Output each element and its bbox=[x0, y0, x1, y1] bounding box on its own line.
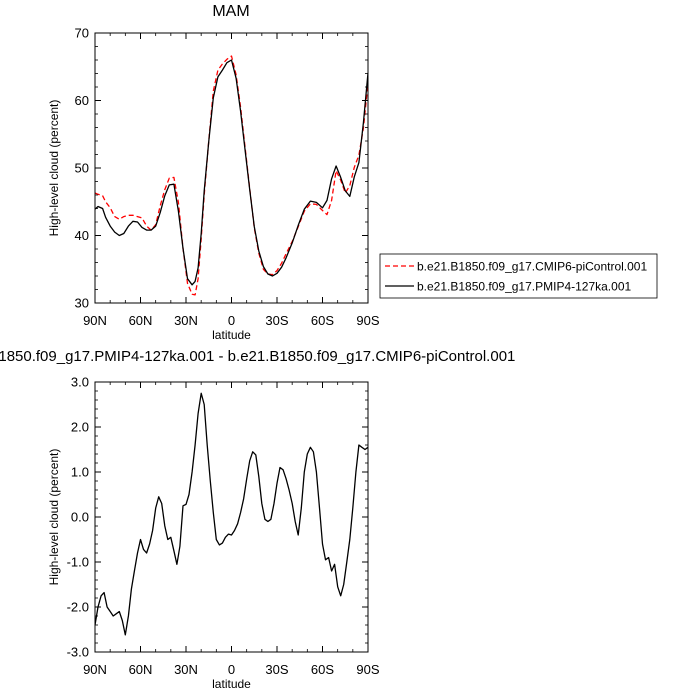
chart-title: b.e21.B1850.f09_g17.PMIP4-127ka.001 - b.… bbox=[0, 348, 515, 365]
y-tick-label: 3.0 bbox=[71, 375, 89, 390]
x-tick-label: 60N bbox=[129, 662, 153, 677]
x-tick-label: 60S bbox=[311, 662, 334, 677]
y-tick-label: 40 bbox=[75, 228, 89, 243]
series-line-1-chart-2 bbox=[95, 392, 368, 636]
x-tick-label: 90N bbox=[83, 313, 107, 328]
y-tick-label: 30 bbox=[75, 296, 89, 311]
y-tick-label: -1.0 bbox=[67, 555, 89, 570]
x-tick-label: 90N bbox=[83, 662, 107, 677]
series-line-2-chart-1 bbox=[95, 59, 368, 286]
legend-box bbox=[379, 253, 658, 299]
x-tick-label: 60N bbox=[129, 313, 153, 328]
y-tick-label: 50 bbox=[75, 161, 89, 176]
plot-frame-2 bbox=[94, 381, 369, 653]
x-tick-label: 30N bbox=[174, 313, 198, 328]
plot-frame-1 bbox=[94, 32, 369, 304]
y-tick-label: 2.0 bbox=[71, 420, 89, 435]
y-tick-label: 60 bbox=[75, 93, 89, 108]
x-tick-label: 60S bbox=[311, 313, 334, 328]
x-axis-label: latitude bbox=[212, 328, 251, 342]
legend-label-1: b.e21.B1850.f09_g17.CMIP6-piControl.001 bbox=[417, 260, 647, 274]
y-tick-label: 0.0 bbox=[71, 510, 89, 525]
x-tick-label: 30S bbox=[265, 662, 288, 677]
legend-label-2: b.e21.B1850.f09_g17.PMIP4-127ka.001 bbox=[417, 280, 631, 294]
chart-title: MAM bbox=[212, 3, 249, 20]
y-tick-label: -2.0 bbox=[67, 600, 89, 615]
x-tick-label: 30N bbox=[174, 662, 198, 677]
x-tick-label: 0 bbox=[228, 662, 235, 677]
x-axis-label: latitude bbox=[212, 677, 251, 691]
x-tick-label: 90S bbox=[356, 662, 379, 677]
y-tick-label: 1.0 bbox=[71, 465, 89, 480]
y-tick-label: -3.0 bbox=[67, 645, 89, 660]
x-tick-label: 30S bbox=[265, 313, 288, 328]
legend: b.e21.B1850.f09_g17.CMIP6-piControl.001b… bbox=[379, 253, 658, 299]
y-tick-label: 70 bbox=[75, 26, 89, 41]
x-tick-label: 0 bbox=[228, 313, 235, 328]
y-axis-label: High-level cloud (percent) bbox=[47, 100, 61, 237]
series-line-1-chart-1 bbox=[95, 55, 368, 296]
x-tick-label: 90S bbox=[356, 313, 379, 328]
y-axis-label: High-level cloud (percent) bbox=[47, 449, 61, 586]
